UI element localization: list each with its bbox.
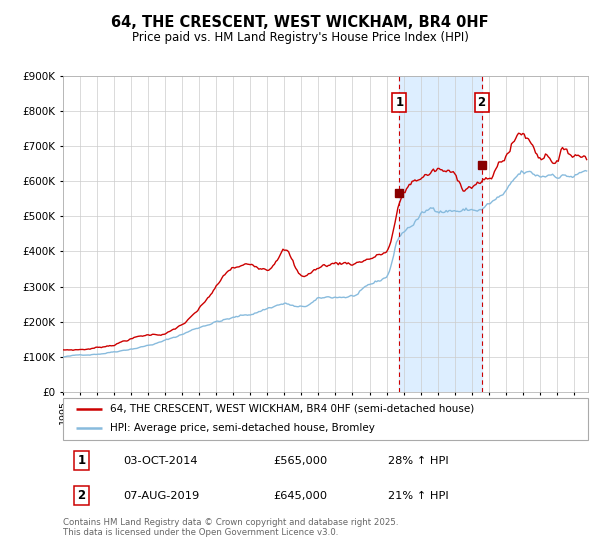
Text: 64, THE CRESCENT, WEST WICKHAM, BR4 0HF (semi-detached house): 64, THE CRESCENT, WEST WICKHAM, BR4 0HF … xyxy=(110,404,475,414)
Text: 1: 1 xyxy=(395,96,403,109)
Text: 28% ↑ HPI: 28% ↑ HPI xyxy=(389,456,449,465)
Text: 03-OCT-2014: 03-OCT-2014 xyxy=(124,456,198,465)
Text: 2: 2 xyxy=(77,489,85,502)
Text: HPI: Average price, semi-detached house, Bromley: HPI: Average price, semi-detached house,… xyxy=(110,423,375,433)
Text: 21% ↑ HPI: 21% ↑ HPI xyxy=(389,491,449,501)
Text: 64, THE CRESCENT, WEST WICKHAM, BR4 0HF: 64, THE CRESCENT, WEST WICKHAM, BR4 0HF xyxy=(111,15,489,30)
Text: Price paid vs. HM Land Registry's House Price Index (HPI): Price paid vs. HM Land Registry's House … xyxy=(131,31,469,44)
Text: 1: 1 xyxy=(77,454,85,467)
Bar xyxy=(400,76,482,392)
Text: £565,000: £565,000 xyxy=(273,456,327,465)
Text: 2: 2 xyxy=(478,96,485,109)
Text: £645,000: £645,000 xyxy=(273,491,327,501)
Text: Contains HM Land Registry data © Crown copyright and database right 2025.
This d: Contains HM Land Registry data © Crown c… xyxy=(63,518,398,538)
Text: 07-AUG-2019: 07-AUG-2019 xyxy=(124,491,200,501)
FancyBboxPatch shape xyxy=(63,398,588,440)
